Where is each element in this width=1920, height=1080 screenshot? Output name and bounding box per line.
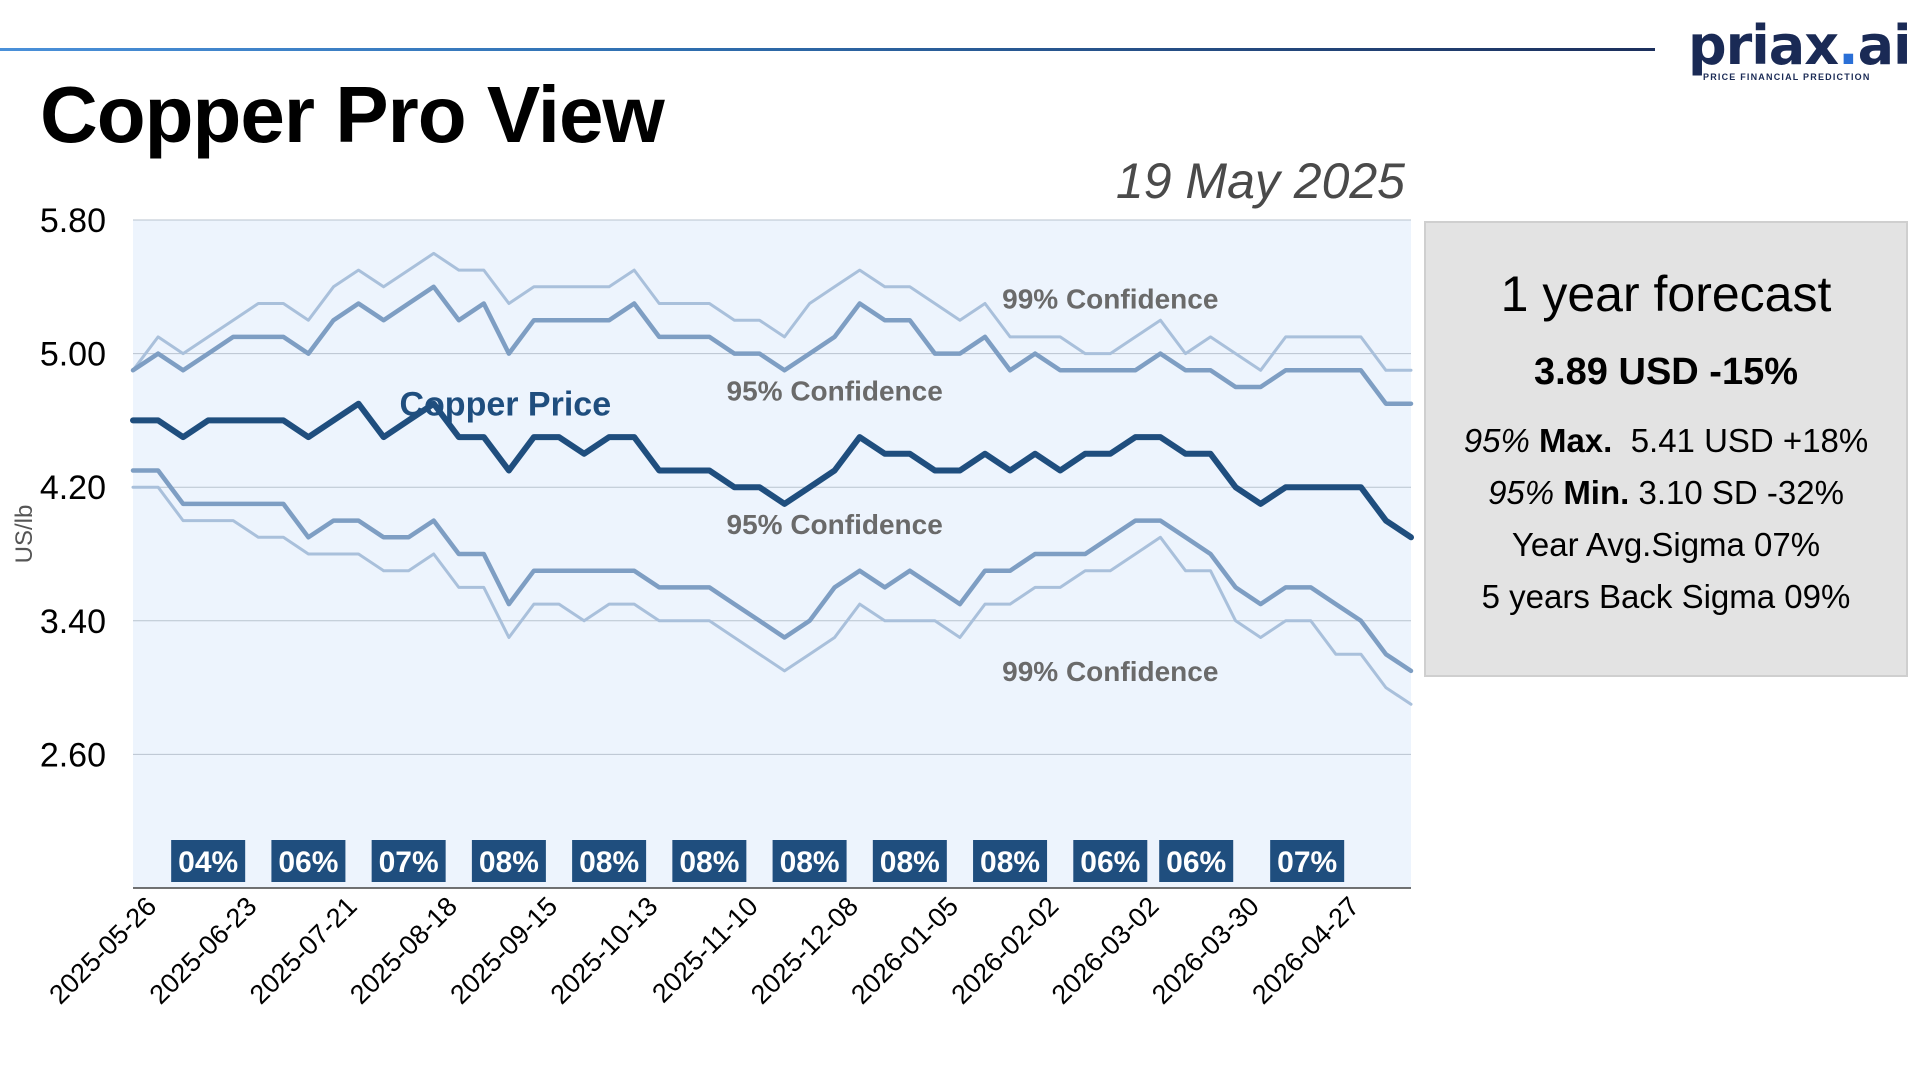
forecast-max: 95% Max. 5.41 USD +18% (1426, 422, 1906, 460)
sigma-badge (371, 840, 446, 882)
sigma-badges: 04% 06% 07% 08% 08% 08% 08% 08% 08% 06% 06% 07% (171, 840, 1345, 882)
sigma-badge (672, 840, 747, 882)
forecast-avg-sigma: Year Avg.Sigma 07% (1511, 526, 1821, 563)
series-line-price (130, 400, 1414, 541)
annotation-lower95: 95% Confidence (727, 509, 943, 540)
series-line-upper99 (131, 251, 1413, 372)
logo-tagline: PRICE FINANCIAL PREDICTION (1703, 72, 1871, 82)
x-tick-label: 2025-12-08 (745, 891, 864, 1010)
annotation-upper99: 99% Confidence (1002, 284, 1218, 315)
x-tick-label: 2025-08-18 (344, 891, 463, 1010)
logo-dot: . (1838, 14, 1858, 77)
x-tick-label: 2026-04-27 (1246, 891, 1365, 1010)
logo-suffix: ai (1857, 14, 1912, 77)
sigma-badge (1073, 840, 1148, 882)
sigma-badge (872, 840, 947, 882)
header-rule (0, 48, 1655, 51)
sigma-badge-label: 07% (379, 846, 439, 879)
series-annotations: Copper Price 95% Confidence 99% Confidence… (399, 284, 1218, 687)
forecast-min: 95% Min. 3.10 SD -32% (1426, 474, 1906, 512)
sigma-badge-label: 08% (880, 846, 940, 879)
series-line-lower95 (130, 468, 1414, 674)
x-tick-label: 2026-03-30 (1146, 891, 1265, 1010)
sigma-badge (1159, 840, 1234, 882)
y-tick-label: 4.20 (40, 469, 106, 507)
series-line-upper95 (130, 284, 1414, 406)
report-date: 19 May 2025 (1115, 153, 1405, 209)
sigma-badge-label: 06% (1166, 846, 1226, 879)
forecast-min-label: Min. (1563, 474, 1630, 511)
forecast-back-sigma: 5 years Back Sigma 09% (1481, 578, 1851, 615)
forecast-title: 1 year forecast (1500, 266, 1832, 322)
annotation-price: Copper Price (399, 385, 611, 423)
x-tick-label: 2025-07-21 (244, 891, 363, 1010)
x-tick-label: 2026-03-02 (1046, 891, 1165, 1010)
y-tick-label: 2.60 (40, 736, 106, 774)
forecast-max-prefix: 95% (1463, 422, 1530, 459)
sigma-badge-label: 08% (679, 846, 739, 879)
x-tick-label: 2026-01-05 (845, 891, 964, 1010)
forecast-panel: 1 year forecast 3.89 USD -15% 95% Max. 5… (1424, 221, 1908, 677)
forecast-max-value: 5.41 USD +18% (1630, 422, 1869, 459)
y-axis-ticks: 5.80 5.00 4.20 3.40 2.60 (40, 202, 106, 774)
forecast-details: 95% Max. 5.41 USD +18% 95% Min. 3.10 SD … (1426, 422, 1906, 616)
sigma-badge (271, 840, 346, 882)
sigma-badge-label: 08% (579, 846, 639, 879)
sigma-badge-label: 07% (1277, 846, 1337, 879)
series-line-lower99 (131, 485, 1413, 706)
annotation-upper95: 95% Confidence (727, 375, 943, 406)
x-tick-label: 2025-06-23 (144, 891, 263, 1010)
sigma-badge (171, 840, 246, 882)
y-tick-label: 3.40 (40, 603, 106, 641)
sigma-badge (471, 840, 546, 882)
series-lines (130, 251, 1414, 706)
logo-brand: priax (1688, 14, 1839, 77)
page-title: Copper Pro View (40, 70, 665, 159)
sigma-badge-label: 06% (278, 846, 338, 879)
sigma-badge (1270, 840, 1345, 882)
x-tick-label: 2025-05-26 (43, 891, 162, 1010)
sigma-badge-label: 06% (1080, 846, 1140, 879)
x-tick-label: 2026-02-02 (946, 891, 1065, 1010)
gridlines (133, 219, 1411, 755)
forecast-min-prefix: 95% (1488, 474, 1555, 511)
sigma-badge-label: 04% (178, 846, 238, 879)
y-tick-label: 5.80 (40, 202, 106, 240)
y-tick-label: 5.00 (40, 336, 106, 374)
sigma-badge-label: 08% (980, 846, 1040, 879)
price-forecast-chart: 5.80 5.00 4.20 3.40 2.60 US/lb Copper Price 9… (11, 202, 1414, 1010)
logo-wordmark: priax.ai (1688, 18, 1912, 74)
y-axis-label: US/lb (11, 505, 38, 564)
sigma-badge (572, 840, 647, 882)
sigma-badge (973, 840, 1048, 882)
annotation-lower99: 99% Confidence (1002, 656, 1218, 687)
sigma-badge-label: 08% (780, 846, 840, 879)
x-tick-label: 2025-10-13 (545, 891, 664, 1010)
forecast-min-value: 3.10 SD -32% (1638, 474, 1844, 511)
sigma-badge (772, 840, 847, 882)
x-tick-label: 2025-09-15 (444, 891, 563, 1010)
forecast-headline: 3.89 USD -15% (1533, 351, 1798, 393)
sigma-badge-label: 08% (479, 846, 539, 879)
forecast-max-label: Max. (1538, 422, 1613, 459)
logo: priax.ai PRICE FINANCIAL PREDICTION (1688, 18, 1912, 88)
x-axis-ticks: 2025-05-262025-06-232025-07-212025-08-18… (43, 891, 1365, 1010)
